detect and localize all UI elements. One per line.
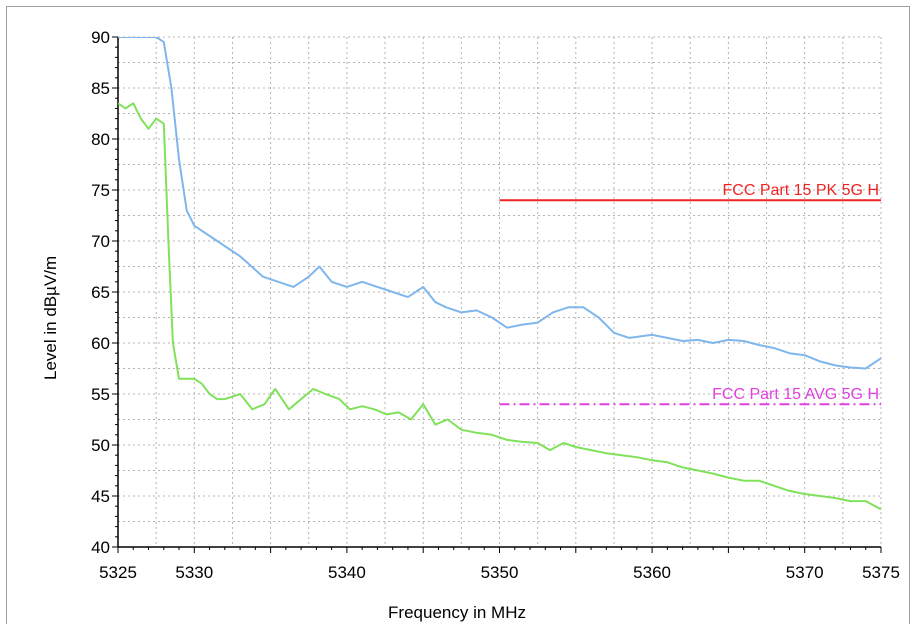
- x-tick-label: 5370: [786, 563, 824, 582]
- y-tick-label: 55: [91, 385, 110, 404]
- y-tick-label: 65: [91, 283, 110, 302]
- y-axis-label: Level in dBµV/m: [41, 255, 60, 380]
- y-tick-label: 75: [91, 181, 110, 200]
- x-tick-label: 5340: [328, 563, 366, 582]
- y-tick-label: 70: [91, 232, 110, 251]
- x-tick-label: 5325: [99, 563, 137, 582]
- grid-lines: [117, 36, 882, 548]
- data-series: [118, 37, 881, 511]
- chart-frame: [6, 6, 910, 624]
- limit-lines: FCC Part 15 PK 5G H FCC Part 15 AVG 5G H: [499, 182, 881, 406]
- y-tick-label: 45: [91, 487, 110, 506]
- y-tick-label: 60: [91, 334, 110, 353]
- series-line-2: [118, 102, 881, 511]
- y-tick-label: 80: [91, 130, 110, 149]
- x-tick-label: 5350: [481, 563, 519, 582]
- axes: [112, 36, 882, 553]
- x-tick-label: 5375: [862, 563, 900, 582]
- y-tick-label: 90: [91, 28, 110, 47]
- limit-label-1: FCC Part 15 PK 5G H: [723, 182, 880, 199]
- y-tick-label: 50: [91, 436, 110, 455]
- y-tick-label: 40: [91, 538, 110, 557]
- x-tick-label: 5330: [175, 563, 213, 582]
- y-tick-label: 85: [91, 79, 110, 98]
- series-line-1: [118, 37, 881, 370]
- tick-labels: 40 45 50 55 60 65 70 75 80 85 90 5325 5330 5340 5350 53…: [91, 28, 900, 582]
- x-axis-label: Frequency in MHz: [388, 603, 526, 622]
- x-tick-label: 5360: [633, 563, 671, 582]
- limit-label-2: FCC Part 15 AVG 5G H: [712, 386, 879, 403]
